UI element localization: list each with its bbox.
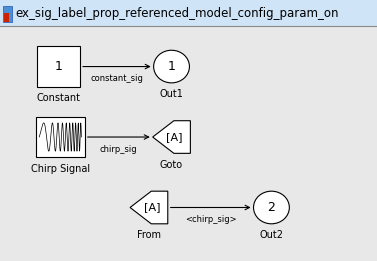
Text: ex_sig_label_prop_referenced_model_config_param_on: ex_sig_label_prop_referenced_model_confi… [16,7,339,20]
FancyBboxPatch shape [4,13,9,22]
Text: [A]: [A] [167,132,183,142]
Text: Goto: Goto [160,160,183,170]
Text: 1: 1 [168,60,175,73]
FancyBboxPatch shape [3,6,12,22]
Text: chirp_sig: chirp_sig [100,145,138,154]
Bar [37,46,80,87]
Text: Out2: Out2 [259,230,284,240]
Ellipse shape [154,50,189,83]
Bar [0,0,377,26]
Text: constant_sig: constant_sig [90,74,143,83]
Text: 2: 2 [268,201,275,214]
Ellipse shape [253,191,289,224]
Text: From: From [137,230,161,240]
Bar [36,117,85,157]
Text: Out1: Out1 [159,89,184,99]
Text: <chirp_sig>: <chirp_sig> [185,215,236,224]
Polygon shape [153,121,190,153]
Text: Chirp Signal: Chirp Signal [31,164,90,174]
Text: Constant: Constant [37,93,80,103]
Polygon shape [130,191,168,224]
Text: [A]: [A] [144,203,160,212]
Text: 1: 1 [55,60,62,73]
